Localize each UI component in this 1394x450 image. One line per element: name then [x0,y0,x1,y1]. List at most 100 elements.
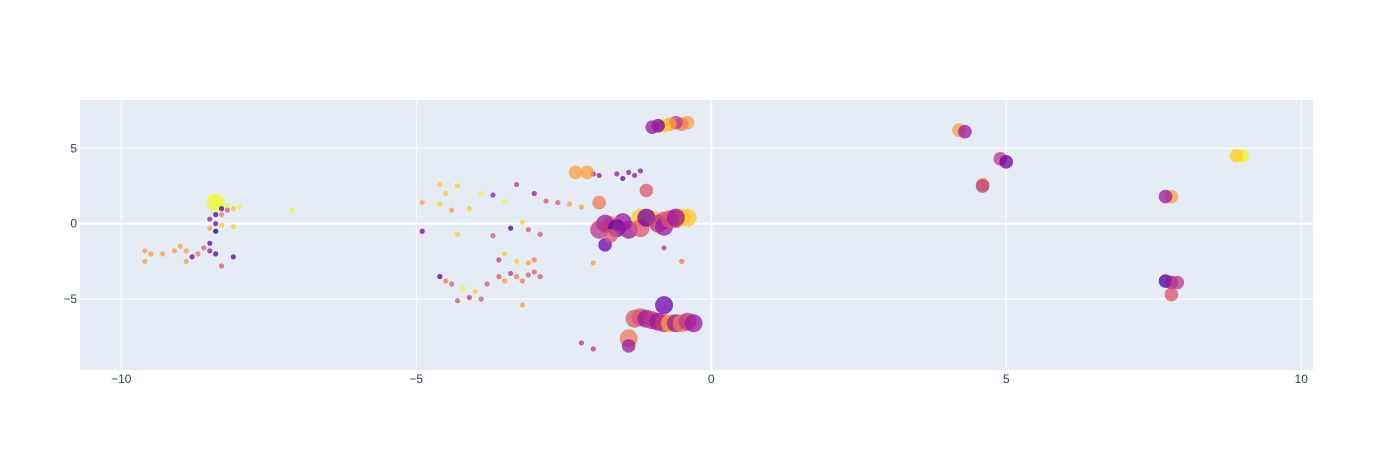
data-point [578,340,585,346]
data-point [230,224,236,230]
y-axis-ticks: −5 0 5 [63,141,77,306]
data-point [496,273,502,280]
data-point [437,201,443,207]
data-point [525,272,531,278]
data-point [590,346,596,352]
data-point [218,263,225,269]
data-point [183,258,189,264]
data-point [466,206,472,212]
x-tick-label: −5 [409,372,423,386]
data-point [1164,287,1179,302]
data-point [592,195,606,210]
data-point [148,251,154,257]
data-point [555,199,561,206]
data-point [502,278,508,284]
data-point [519,278,526,284]
data-point [159,251,166,257]
data-point [490,233,496,239]
data-point [568,165,583,180]
data-point [590,220,609,239]
data-point [496,257,502,263]
data-point [508,270,514,277]
data-point [580,165,595,180]
data-point [207,240,213,246]
data-point [490,192,496,198]
data-point [537,273,543,280]
data-point [419,199,425,206]
x-tick-label: 0 [708,372,715,386]
data-point [508,225,514,231]
data-point [207,216,213,222]
y-tick-label: 0 [70,217,77,231]
data-point [590,260,596,266]
data-point [543,198,549,204]
data-point [604,228,618,243]
data-point [454,183,461,189]
gridlines [80,100,1313,370]
data-point [531,269,537,275]
data-point [1170,275,1185,290]
data-point [224,202,231,209]
data-points [142,115,1250,353]
data-point [207,248,213,254]
data-point [419,228,425,234]
data-point [213,228,219,234]
data-point [531,190,537,197]
data-point [443,190,449,197]
data-point [183,248,189,254]
data-point [639,183,654,198]
data-point [645,120,660,134]
data-point [218,222,225,228]
data-point [437,181,443,188]
data-point [454,298,461,304]
data-point [224,207,231,213]
data-point [466,294,472,301]
data-point [478,190,484,197]
data-point [1158,189,1173,204]
data-point [201,245,207,251]
data-point [449,281,455,287]
data-point [230,254,236,260]
data-point [142,248,148,254]
data-point [999,155,1014,169]
data-point [460,285,467,292]
y-tick-label: 5 [70,141,77,155]
data-point [684,314,703,333]
data-point [531,257,537,263]
data-point [596,172,602,179]
data-point [502,198,508,204]
data-point [525,260,531,266]
data-point [621,339,636,353]
data-point [513,273,520,280]
data-point [478,296,484,302]
data-point [236,204,242,210]
data-point [958,124,972,139]
data-point [679,258,685,264]
data-point [472,288,478,295]
data-point [207,225,213,231]
data-point [631,172,638,179]
data-point [578,204,585,210]
data-point [189,254,195,260]
data-point [218,212,225,218]
data-point [513,258,520,264]
data-point [213,212,219,218]
x-tick-label: 10 [1295,372,1309,386]
x-tick-label: −10 [111,372,132,386]
data-point [230,206,236,212]
data-point [626,169,632,176]
data-point [537,231,543,237]
x-axis-ticks: −10 −5 0 5 10 [111,372,1308,386]
data-point [177,243,183,249]
data-point [655,296,674,315]
data-point [519,219,526,225]
data-point [525,227,531,233]
data-point [666,208,685,227]
data-point [484,281,490,287]
y-tick-label: −5 [63,292,77,306]
data-point [1229,149,1244,163]
data-point [195,251,201,257]
data-point [454,231,461,237]
data-point [519,302,526,308]
